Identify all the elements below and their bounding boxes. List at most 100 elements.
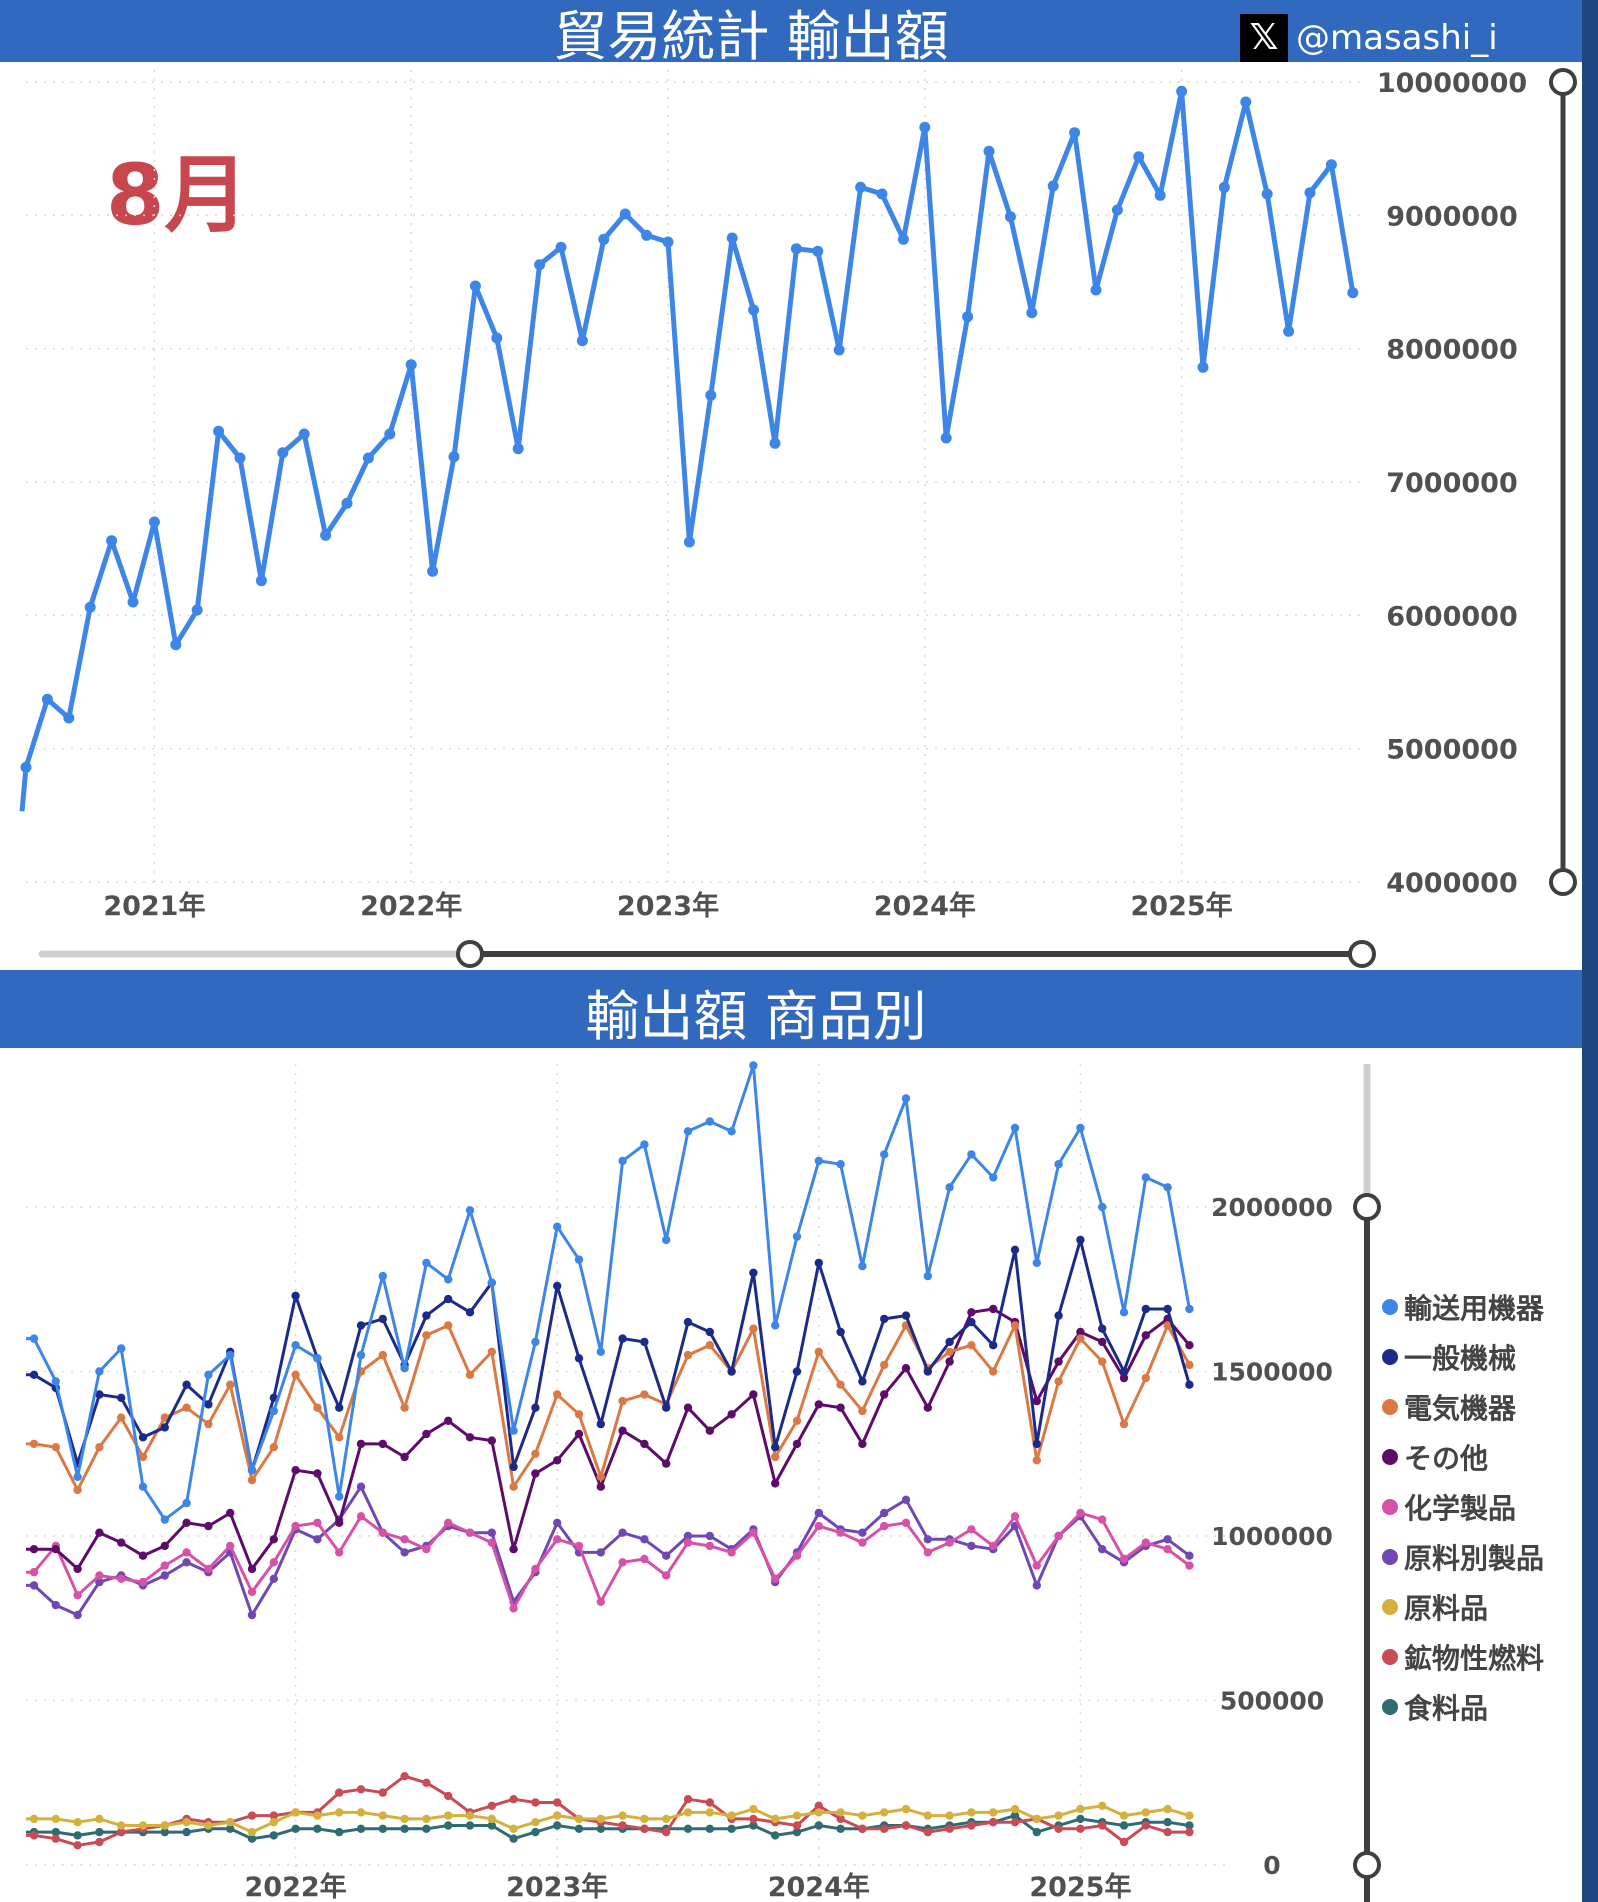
data-point[interactable] (117, 1393, 126, 1402)
legend-item[interactable]: 鉱物性燃料 (1382, 1632, 1544, 1682)
data-point[interactable] (1218, 181, 1230, 193)
data-point[interactable] (771, 1321, 780, 1330)
data-point[interactable] (29, 1545, 39, 1554)
data-point[interactable] (444, 1518, 453, 1527)
data-point[interactable] (491, 332, 503, 344)
data-point[interactable] (487, 1436, 496, 1445)
data-point[interactable] (1010, 1123, 1020, 1133)
data-point[interactable] (555, 241, 567, 253)
data-point[interactable] (1141, 1808, 1151, 1817)
data-point[interactable] (378, 1528, 387, 1537)
data-point[interactable] (880, 1150, 889, 1159)
data-point[interactable] (792, 1821, 802, 1830)
data-point[interactable] (967, 1525, 976, 1534)
data-point[interactable] (769, 437, 781, 449)
data-point[interactable] (73, 1818, 82, 1827)
data-point[interactable] (1163, 1818, 1172, 1827)
data-point[interactable] (923, 1548, 932, 1557)
data-point[interactable] (923, 1535, 932, 1544)
data-point[interactable] (923, 1827, 932, 1837)
data-point[interactable] (1032, 1581, 1042, 1590)
data-point[interactable] (1076, 1123, 1085, 1133)
data-point[interactable] (792, 1367, 802, 1376)
data-point[interactable] (940, 432, 952, 444)
data-point[interactable] (962, 311, 974, 323)
data-point[interactable] (858, 1439, 867, 1449)
data-point[interactable] (596, 1419, 605, 1429)
data-point[interactable] (901, 1821, 911, 1830)
data-point[interactable] (469, 280, 481, 292)
data-point[interactable] (749, 1528, 758, 1537)
data-point[interactable] (858, 1811, 867, 1820)
data-point[interactable] (291, 1824, 300, 1833)
data-point[interactable] (1076, 1508, 1085, 1518)
data-point[interactable] (901, 1364, 911, 1373)
data-point[interactable] (880, 1390, 889, 1399)
data-point[interactable] (487, 1801, 496, 1810)
data-point[interactable] (1032, 1396, 1042, 1406)
data-point[interactable] (836, 1327, 845, 1337)
data-point[interactable] (792, 1416, 802, 1425)
data-point[interactable] (204, 1564, 213, 1574)
data-point[interactable] (945, 1357, 954, 1366)
data-point[interactable] (509, 1482, 518, 1491)
data-point[interactable] (1076, 1804, 1085, 1814)
data-point[interactable] (335, 1827, 344, 1837)
data-point[interactable] (117, 1821, 126, 1830)
data-point[interactable] (705, 1824, 714, 1833)
data-point[interactable] (291, 1466, 300, 1475)
data-point[interactable] (989, 1341, 998, 1350)
data-point[interactable] (298, 428, 310, 440)
data-point[interactable] (73, 1472, 82, 1481)
data-point[interactable] (1119, 1554, 1129, 1564)
data-point[interactable] (106, 535, 118, 547)
data-point[interactable] (662, 1551, 671, 1560)
data-point[interactable] (191, 604, 203, 616)
data-point[interactable] (95, 1837, 104, 1847)
data-point[interactable] (858, 1406, 867, 1416)
data-point[interactable] (487, 1821, 496, 1830)
data-point[interactable] (1141, 1821, 1151, 1830)
data-point[interactable] (989, 1367, 998, 1376)
data-point[interactable] (1010, 1818, 1020, 1827)
data-point[interactable] (204, 1419, 213, 1429)
data-point[interactable] (509, 1604, 518, 1613)
data-point[interactable] (705, 1541, 714, 1551)
data-point[interactable] (618, 1558, 627, 1567)
data-point[interactable] (596, 1597, 605, 1606)
data-point[interactable] (226, 1380, 235, 1389)
data-point[interactable] (400, 1452, 409, 1462)
data-point[interactable] (574, 1410, 584, 1419)
data-point[interactable] (1054, 1824, 1063, 1833)
data-point[interactable] (1185, 1827, 1194, 1837)
data-point[interactable] (335, 1788, 344, 1797)
data-point[interactable] (422, 1429, 431, 1439)
data-point[interactable] (95, 1814, 104, 1824)
data-point[interactable] (356, 1512, 366, 1521)
data-point[interactable] (1163, 1321, 1172, 1330)
data-point[interactable] (919, 121, 931, 133)
data-point[interactable] (967, 1317, 976, 1327)
data-point[interactable] (1032, 1814, 1042, 1824)
data-point[interactable] (400, 1772, 409, 1781)
data-point[interactable] (335, 1492, 344, 1501)
data-point[interactable] (833, 344, 845, 356)
data-point[interactable] (574, 1255, 584, 1264)
data-point[interactable] (705, 1341, 714, 1350)
data-point[interactable] (1119, 1373, 1129, 1383)
data-point[interactable] (1283, 325, 1295, 337)
data-point[interactable] (880, 1824, 889, 1833)
data-point[interactable] (313, 1469, 322, 1478)
data-point[interactable] (897, 233, 909, 245)
data-point[interactable] (341, 497, 353, 509)
data-point[interactable] (269, 1574, 278, 1583)
data-point[interactable] (1185, 1360, 1194, 1370)
data-point[interactable] (160, 1571, 169, 1580)
data-point[interactable] (1185, 1341, 1194, 1350)
data-point[interactable] (487, 1528, 496, 1537)
data-point[interactable] (1133, 151, 1145, 163)
data-point[interactable] (356, 1824, 366, 1833)
data-point[interactable] (531, 1403, 540, 1412)
data-point[interactable] (487, 1278, 496, 1287)
data-point[interactable] (512, 443, 524, 455)
